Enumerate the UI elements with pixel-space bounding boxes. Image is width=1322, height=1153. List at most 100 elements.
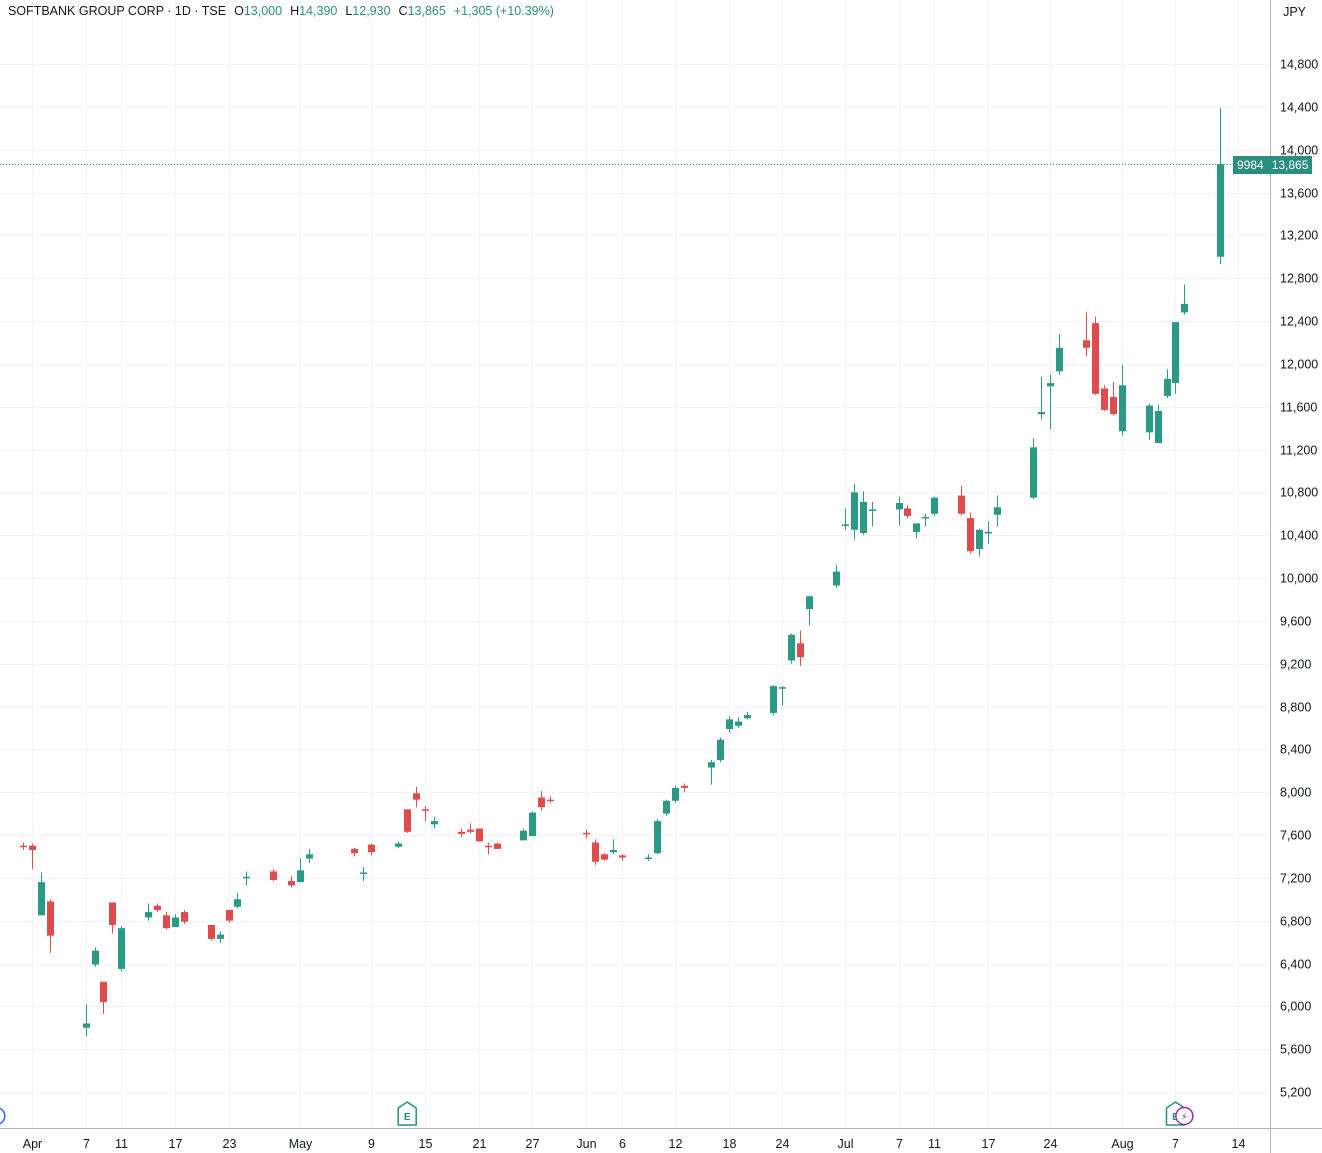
candle: [109, 902, 116, 934]
candle: [29, 843, 36, 870]
candle: [458, 828, 465, 838]
candle-body: [994, 507, 1001, 515]
symbol-title: SOFTBANK GROUP CORP · 1D · TSE: [8, 4, 227, 18]
candle: [1056, 333, 1063, 375]
candle: [896, 496, 903, 526]
high-value: 14,390: [299, 4, 338, 18]
candle: [851, 483, 858, 540]
event-marker[interactable]: ⚡: [1175, 1106, 1194, 1126]
price-tick-label: 14,800: [1280, 58, 1318, 72]
candle: [922, 513, 929, 527]
candle-body: [243, 876, 250, 879]
price-tick-label: 8,800: [1280, 701, 1311, 715]
candle-body: [592, 842, 599, 862]
price-tick-label: 14,000: [1280, 144, 1318, 158]
candle-body: [431, 821, 438, 825]
candle-body: [976, 529, 983, 550]
candle: [619, 854, 626, 861]
candle: [788, 633, 795, 664]
candle: [297, 858, 304, 883]
price-tick-label: 10,400: [1280, 529, 1318, 543]
dividend-marker[interactable]: D: [0, 1107, 6, 1125]
candle-body: [29, 845, 36, 850]
candle-body: [931, 497, 938, 514]
price-tick-label: 8,000: [1280, 786, 1311, 800]
candle: [663, 799, 670, 816]
candle-body: [1155, 410, 1162, 444]
candle-body: [1030, 447, 1037, 498]
candle-body: [842, 524, 849, 526]
candle-body: [38, 882, 45, 916]
candle: [770, 685, 777, 716]
candle-body: [744, 715, 751, 719]
candle: [154, 903, 161, 913]
candle: [958, 485, 965, 515]
candle-body: [583, 832, 590, 835]
candle: [306, 848, 313, 863]
time-tick-label: 21: [473, 1137, 487, 1151]
candle: [92, 947, 99, 967]
candle-body: [985, 531, 992, 534]
candle: [431, 816, 438, 829]
candle: [735, 717, 742, 728]
candle: [904, 505, 911, 519]
price-tick-label: 6,800: [1280, 915, 1311, 929]
price-tick-label: 8,400: [1280, 743, 1311, 757]
candle-body: [860, 501, 867, 534]
time-tick-label: 6: [619, 1137, 626, 1151]
time-tick-label: 11: [115, 1137, 128, 1151]
candle: [1047, 374, 1054, 430]
change-value: +1,305 (+10.39%): [453, 4, 554, 18]
candle: [806, 596, 813, 626]
currency-label[interactable]: JPY: [1283, 5, 1306, 19]
time-tick-label: 9: [368, 1137, 375, 1151]
price-tick-label: 14,400: [1280, 101, 1318, 115]
candle-body: [92, 950, 99, 965]
candle-body: [83, 1023, 90, 1028]
candle-body: [118, 928, 125, 969]
candle: [351, 847, 358, 857]
candle-body: [520, 830, 527, 841]
candle: [547, 796, 554, 803]
time-tick-label: 18: [723, 1137, 737, 1151]
chart-legend: SOFTBANK GROUP CORP · 1D · TSE O 13,000 H…: [8, 4, 554, 18]
candle-body: [1083, 340, 1090, 348]
candle-body: [181, 912, 188, 922]
candle-body: [226, 909, 233, 921]
candle: [1038, 376, 1045, 420]
time-axis[interactable]: Apr 7 11 17 23 May 9 15 21 27 Jun 6 12 18 24 Jul 7 11 17 24…: [23, 1137, 1246, 1151]
candle-body: [288, 881, 295, 886]
candle-body: [154, 905, 161, 910]
price-tick-label: 10,800: [1280, 486, 1318, 500]
candle-body: [1181, 303, 1188, 313]
low-label: L: [345, 4, 353, 18]
candle-body: [717, 739, 724, 761]
candle-body: [1146, 405, 1153, 433]
candle: [1101, 385, 1108, 411]
candle: [368, 843, 375, 856]
time-tick-label: 17: [982, 1137, 996, 1151]
candle: [47, 899, 54, 953]
candle-body: [422, 809, 429, 811]
candle: [288, 875, 295, 888]
candle-body: [234, 899, 241, 907]
candle-body: [708, 762, 715, 768]
price-tick-label: 13,600: [1280, 187, 1318, 201]
candle-body: [601, 854, 608, 860]
price-tick-label: 11,200: [1280, 444, 1317, 458]
candle-body: [47, 901, 54, 936]
candle-body: [20, 845, 27, 848]
candle-body: [270, 871, 277, 880]
price-axis[interactable]: 5,200 5,600 6,000 6,400 6,800 7,200 7,600 8,000…: [1280, 58, 1318, 1100]
price-tick-label: 7,600: [1280, 829, 1311, 843]
candle-body: [958, 495, 965, 514]
candle: [797, 630, 804, 666]
time-tick-label: Jul: [838, 1137, 854, 1151]
candle-body: [869, 509, 876, 511]
earnings-marker[interactable]: E: [397, 1101, 417, 1126]
candle-body: [1164, 378, 1171, 396]
candle-body: [806, 596, 813, 610]
candle: [985, 521, 992, 544]
candle: [1119, 364, 1126, 436]
